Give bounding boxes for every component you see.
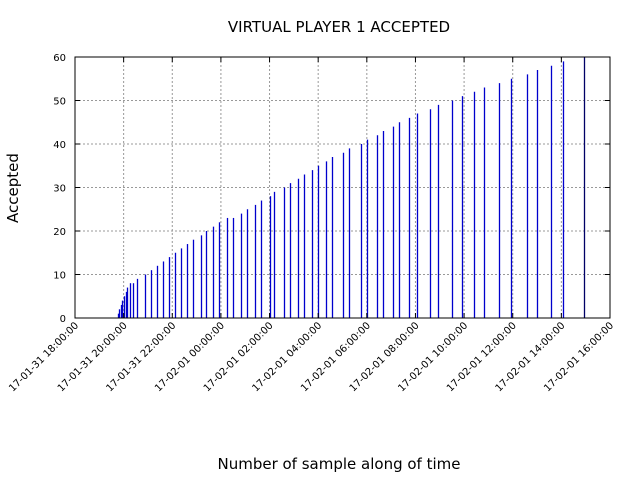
y-tick-label: 40: [53, 140, 66, 151]
y-tick-label: 0: [60, 314, 66, 325]
y-tick-label: 30: [53, 184, 66, 195]
bars: [117, 57, 586, 318]
y-tick-label: 60: [53, 53, 66, 64]
y-tick-label: 50: [53, 97, 66, 108]
y-axis-label: Accepted: [4, 153, 22, 223]
chart-title: VIRTUAL PLAYER 1 ACCEPTED: [228, 18, 450, 36]
y-axis-ticks: 0 10 20 30 40 50 60: [53, 53, 610, 325]
x-axis-label: Number of sample along of time: [217, 455, 460, 473]
grid: [75, 57, 610, 318]
y-tick-label: 20: [53, 227, 66, 238]
y-tick-label: 10: [53, 271, 66, 282]
